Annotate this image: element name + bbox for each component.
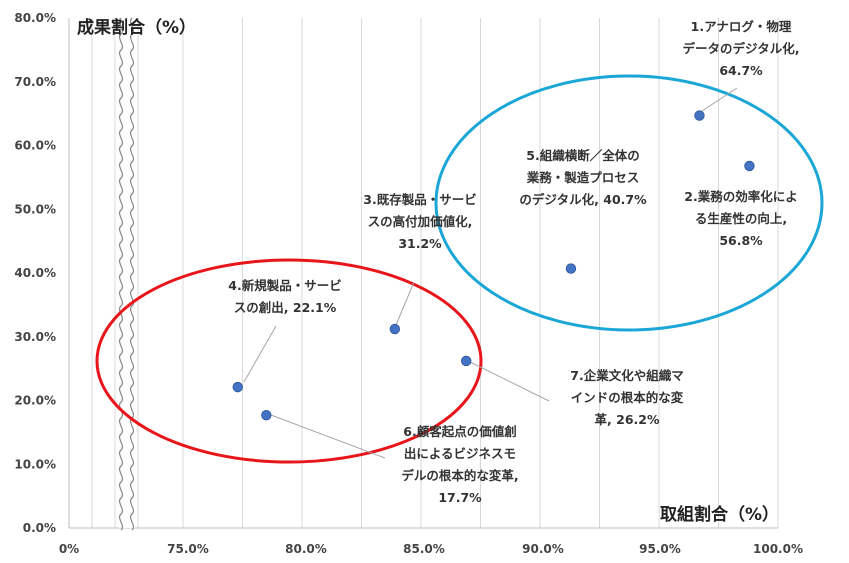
leader-line: [244, 326, 276, 382]
data-label-line: データのデジタル化,: [683, 41, 800, 56]
leader-line: [696, 88, 737, 115]
data-label: 6.顧客起点の価値創出によるビジネスモデルの根本的な変革, 17.7%: [401, 424, 518, 505]
data-label: 5.組織横断／全体の業務・製造プロセスのデジタル化, 40.7%: [519, 148, 647, 207]
data-label: 3.既存製品・サービスの高付加価値化, 31.2%: [363, 192, 476, 251]
data-label-line: のデジタル化, 40.7%: [519, 192, 647, 207]
data-point: [566, 264, 576, 274]
data-label-line: 17.7%: [438, 490, 482, 505]
y-tick-label: 20.0%: [14, 394, 56, 408]
data-label-line: 革, 26.2%: [595, 412, 660, 427]
data-label-line: 7.企業文化や組織マ: [570, 368, 683, 383]
data-label-line: スの創出, 22.1%: [234, 300, 337, 315]
y-tick-label: 30.0%: [14, 330, 56, 344]
data-label-line: 64.7%: [719, 63, 763, 78]
data-point: [262, 410, 272, 420]
data-label-line: 56.8%: [719, 233, 763, 248]
x-tick-label: 100.0%: [753, 542, 803, 556]
data-label-line: 1.アナログ・物理: [691, 19, 792, 34]
y-tick-label: 0.0%: [23, 521, 56, 535]
group-ellipses: [97, 76, 822, 462]
y-tick-label: 60.0%: [14, 139, 56, 153]
data-point: [695, 111, 705, 121]
y-tick-label: 80.0%: [14, 11, 56, 25]
data-label-line: 業務・製造プロセス: [526, 170, 640, 185]
data-label: 1.アナログ・物理データのデジタル化, 64.7%: [683, 19, 800, 78]
data-label-line: 4.新規製品・サービ: [228, 278, 341, 293]
data-label-line: 出によるビジネスモ: [404, 446, 516, 461]
x-tick-label: 0%: [59, 542, 79, 556]
data-label-line: 6.顧客起点の価値創: [403, 424, 516, 439]
x-tick-label: 75.0%: [167, 542, 209, 556]
y-tick-label: 70.0%: [14, 75, 56, 89]
x-tick-label: 95.0%: [639, 542, 681, 556]
x-tick-label: 80.0%: [285, 542, 327, 556]
leader-line: [271, 415, 385, 458]
data-label-line: スの高付加価値化,: [368, 214, 473, 229]
x-tick-label: 85.0%: [403, 542, 445, 556]
data-point: [233, 382, 243, 392]
y-tick-label: 50.0%: [14, 202, 56, 216]
data-label-line: インドの根本的な変: [571, 390, 684, 405]
data-label-line: デルの根本的な変革,: [401, 468, 518, 483]
data-label-line: る生産性の向上,: [695, 211, 787, 226]
x-axis-title: 取組割合（%）: [660, 504, 779, 525]
x-tick-label: 90.0%: [522, 542, 564, 556]
data-label-line: 3.既存製品・サービ: [363, 192, 476, 207]
leader-line: [396, 282, 414, 325]
data-label-line: 2.業務の効率化によ: [684, 189, 797, 204]
data-label: 4.新規製品・サービスの創出, 22.1%: [228, 278, 341, 315]
y-axis-title: 成果割合（%）: [77, 17, 196, 38]
data-point: [390, 324, 400, 334]
data-point: [745, 161, 755, 171]
data-point: [461, 356, 471, 366]
data-label-line: 5.組織横断／全体の: [526, 148, 639, 163]
data-label-line: 31.2%: [398, 236, 442, 251]
y-tick-label: 10.0%: [14, 457, 56, 471]
data-label: 2.業務の効率化による生産性の向上, 56.8%: [684, 189, 797, 248]
y-tick-label: 40.0%: [14, 266, 56, 280]
data-label: 7.企業文化や組織マインドの根本的な変革, 26.2%: [570, 368, 683, 427]
